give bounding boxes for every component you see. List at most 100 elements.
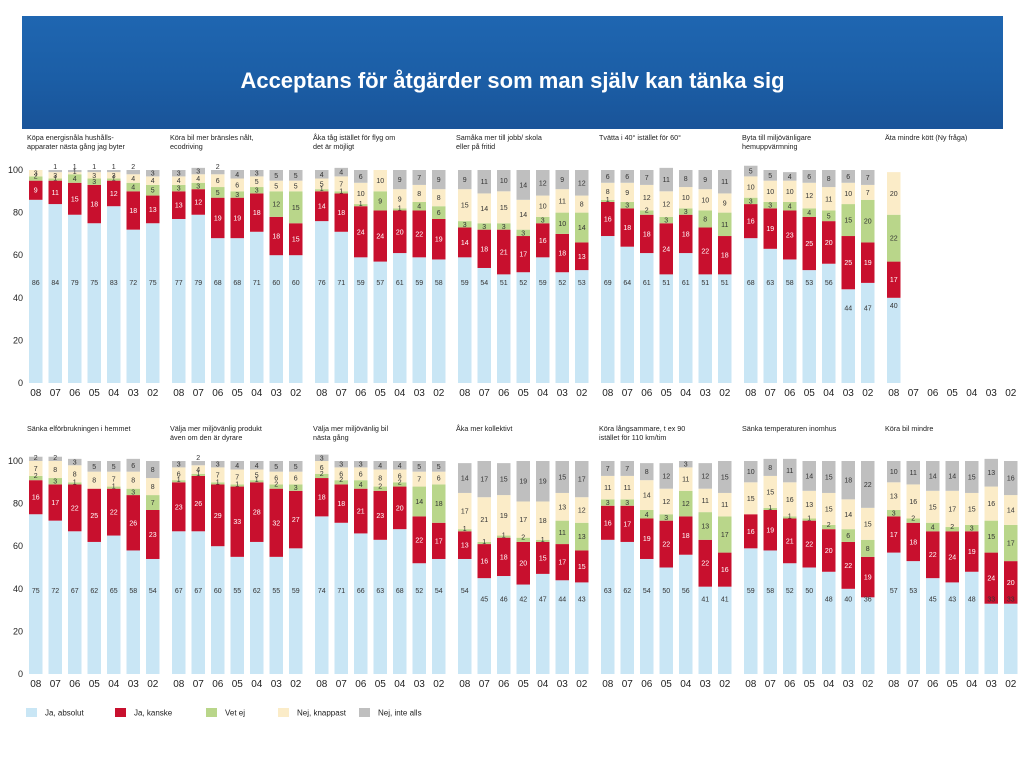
data-label: 22	[701, 561, 709, 568]
bar-segment	[679, 554, 693, 674]
bar-segment	[698, 512, 712, 540]
data-label: 9	[398, 177, 402, 184]
x-tick-label: 02	[862, 388, 874, 399]
x-tick-label: 08	[30, 388, 42, 399]
data-label: 68	[214, 280, 222, 287]
bar-segment	[230, 556, 244, 674]
data-label: 5	[768, 173, 772, 180]
bar-segment	[698, 170, 712, 190]
data-label: 6	[359, 471, 363, 478]
data-label: 63	[766, 280, 774, 287]
data-label: 61	[643, 280, 651, 287]
bar-segment	[87, 471, 101, 489]
bar-segment	[984, 520, 998, 553]
bar-segment	[763, 248, 777, 383]
bar-segment	[87, 461, 101, 472]
bar-segment	[497, 274, 511, 383]
data-label: 47	[539, 597, 547, 604]
bar-segment	[744, 238, 758, 383]
data-label: 7	[866, 190, 870, 197]
bar-segment	[575, 461, 589, 498]
bar-segment	[679, 187, 693, 209]
data-label: 1	[482, 539, 486, 546]
legend-item-ja-absolut: Ja, absolut	[26, 708, 84, 718]
x-tick-label: 06	[498, 679, 510, 690]
data-label: 12	[539, 180, 547, 187]
chart-panel: Åka mer kollektivt5413117140845161211707…	[456, 424, 589, 690]
data-label: 45	[929, 597, 937, 604]
bar-segment	[945, 490, 959, 528]
chart-title: eller på fritid	[456, 142, 495, 151]
data-label: 17	[890, 532, 898, 539]
bar-segment	[497, 535, 511, 538]
data-label: 4	[196, 176, 200, 183]
chart-title: Äta mindre kött (Ny fråga)	[885, 133, 967, 142]
bar-segment	[68, 484, 82, 532]
data-label: 9	[703, 177, 707, 184]
data-label: 18	[844, 478, 852, 485]
data-label: 5	[274, 464, 278, 471]
bar-segment	[497, 223, 511, 230]
data-label: 23	[175, 504, 183, 511]
bar-segment	[763, 507, 777, 510]
bar-segment	[497, 170, 511, 192]
data-label: 61	[682, 280, 690, 287]
bar-segment	[536, 257, 550, 383]
data-label: 2	[521, 535, 525, 542]
data-label: 6	[235, 182, 239, 189]
data-label: 48	[968, 597, 976, 604]
bar-segment	[763, 475, 777, 508]
bar-segment	[211, 170, 225, 175]
data-label: 11	[786, 468, 793, 475]
x-tick-label: 02	[290, 388, 302, 399]
data-label: 71	[337, 588, 345, 595]
data-label: 54	[461, 588, 469, 595]
bar-segment	[497, 537, 511, 577]
data-label: 48	[825, 597, 833, 604]
data-label: 14	[519, 212, 527, 219]
data-label: 8	[645, 469, 649, 476]
data-label: 19	[968, 549, 976, 556]
data-label: 18	[90, 202, 98, 209]
x-tick-label: 06	[212, 388, 224, 399]
bar-segment	[1004, 495, 1018, 525]
data-label: 10	[844, 191, 852, 198]
bar-segment	[516, 229, 530, 237]
bar-segment	[48, 461, 62, 479]
bar-segment	[887, 509, 901, 517]
data-label: 1	[807, 516, 811, 523]
bar-segment	[822, 571, 836, 674]
bar-segment	[477, 544, 491, 579]
data-label: 2	[827, 522, 831, 529]
legend-label: Ja, kanske	[134, 708, 173, 718]
bar-segment	[575, 242, 589, 271]
data-label: 2	[645, 207, 649, 214]
data-label: 8	[580, 202, 584, 209]
data-label: 55	[233, 588, 241, 595]
data-label: 8	[417, 191, 421, 198]
bar-segment	[230, 191, 244, 198]
bar-segment	[126, 229, 140, 383]
data-label: 2	[378, 484, 382, 491]
x-tick-label: 02	[290, 679, 302, 690]
x-tick-label: 03	[414, 388, 426, 399]
data-label: 12	[194, 199, 202, 206]
bar-segment	[861, 597, 875, 674]
bar-segment	[516, 461, 530, 502]
bar-segment	[477, 193, 491, 224]
bar-segment	[601, 505, 615, 540]
bar-segment	[29, 475, 43, 481]
y-tick-label: 0	[18, 669, 23, 679]
data-label: 11	[910, 470, 917, 477]
data-label: 59	[292, 588, 300, 595]
chart-title: hemuppvärmning	[742, 142, 798, 151]
data-label: 8	[684, 176, 688, 183]
data-label: 6	[339, 471, 343, 478]
bar-segment	[172, 461, 186, 468]
data-label: 75	[90, 280, 98, 287]
bar-segment	[191, 531, 205, 674]
bar-segment	[802, 518, 816, 521]
data-label: 13	[558, 504, 566, 511]
bar-segment	[575, 522, 589, 551]
